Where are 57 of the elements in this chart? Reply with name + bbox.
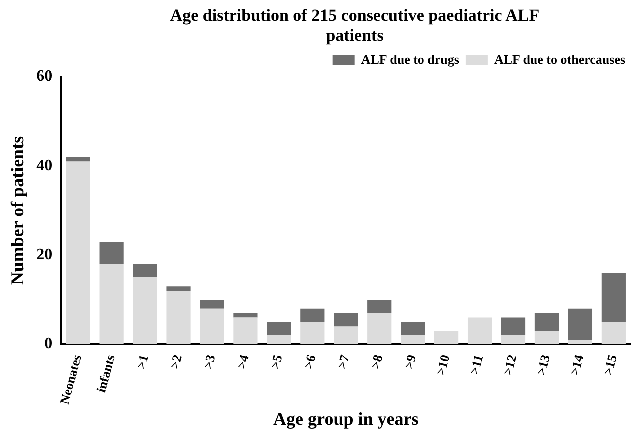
y-tick-label: 60 xyxy=(36,68,53,86)
bar xyxy=(568,308,593,340)
bar xyxy=(501,336,526,345)
bar xyxy=(133,264,158,278)
bar xyxy=(267,336,292,345)
bar xyxy=(568,340,593,345)
y-tick-label: 40 xyxy=(36,157,53,174)
y-tick-label: 0 xyxy=(44,336,53,353)
x-tick-label: >15 xyxy=(600,352,620,377)
legend-label: ALF due to drugs xyxy=(361,52,460,67)
x-tick-label: >14 xyxy=(566,352,587,377)
x-tick-label: >1 xyxy=(133,353,152,371)
bar xyxy=(334,313,358,327)
bar xyxy=(133,278,158,345)
x-tick-label: >5 xyxy=(267,352,286,371)
bar xyxy=(501,318,526,336)
x-tick-label: >13 xyxy=(533,352,554,377)
x-tick-label: >7 xyxy=(334,352,352,371)
bar xyxy=(166,286,191,292)
y-axis-title: Number of patients xyxy=(7,136,28,286)
bar xyxy=(234,318,258,345)
x-tick-label: infants xyxy=(94,353,118,394)
x-tick-label: >9 xyxy=(401,352,420,371)
bar xyxy=(166,291,191,345)
bar xyxy=(267,322,292,336)
legend-label: ALF due to othercauses xyxy=(494,52,626,67)
bar xyxy=(534,313,560,332)
bar xyxy=(100,264,124,345)
x-axis-title: Age group in years xyxy=(274,408,419,429)
x-tick-label: >10 xyxy=(432,353,453,377)
bar xyxy=(602,273,626,322)
x-tick-label: >12 xyxy=(500,353,520,377)
x-tick-label: >2 xyxy=(166,353,185,371)
bar xyxy=(468,318,492,345)
x-tick-label: Neonates xyxy=(56,353,84,406)
chart-title: Age distribution of 215 consecutive paediatric ALF patients xyxy=(170,6,540,47)
bar xyxy=(534,331,560,345)
bar xyxy=(300,308,325,322)
bar xyxy=(368,313,392,345)
bar xyxy=(300,322,325,345)
y-tick-label: 20 xyxy=(36,246,53,264)
bar xyxy=(334,326,358,345)
x-tick-label: >3 xyxy=(200,352,219,371)
bar xyxy=(434,331,459,345)
bar xyxy=(401,336,426,345)
x-tick-label: >8 xyxy=(368,352,386,371)
bar xyxy=(100,242,124,264)
bar xyxy=(234,313,258,318)
bar xyxy=(66,162,90,345)
x-tick-label: >11 xyxy=(466,353,486,376)
bar xyxy=(602,322,626,345)
bar xyxy=(401,322,426,336)
x-tick-label: >4 xyxy=(234,352,252,371)
bar xyxy=(200,300,224,309)
bar xyxy=(368,300,392,314)
bar xyxy=(200,308,224,345)
x-tick-label: >6 xyxy=(300,352,319,371)
